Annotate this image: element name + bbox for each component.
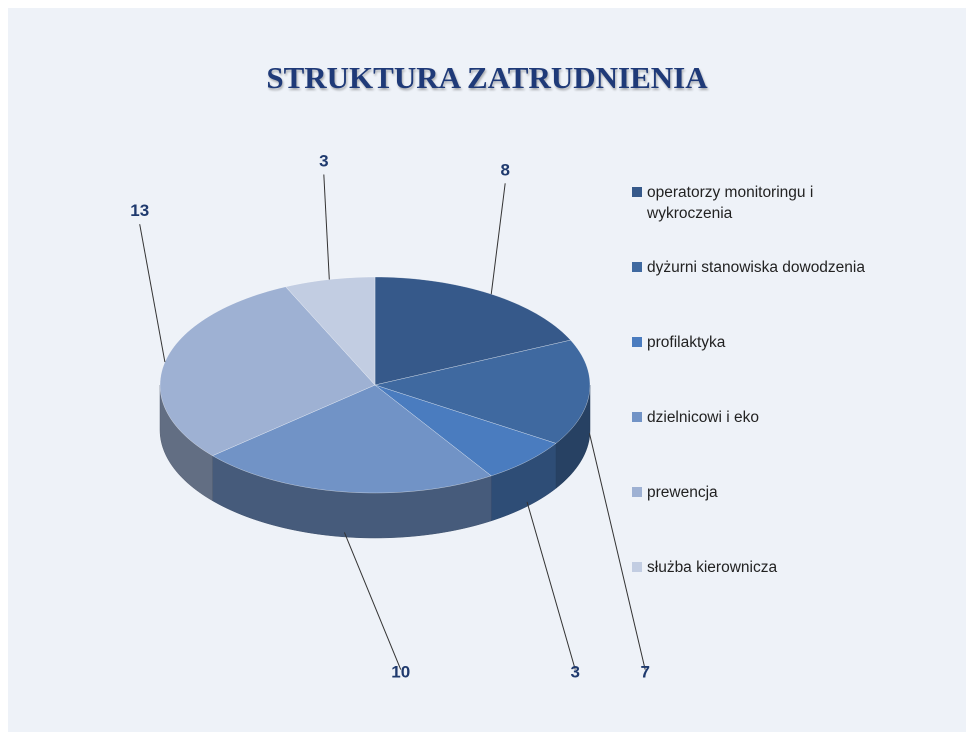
slice (374, 339, 591, 444)
data-label: 3 (319, 151, 328, 170)
legend-label: dyżurni stanowiska dowodzenia (647, 259, 865, 276)
slice (212, 384, 492, 494)
data-label: 3 (571, 663, 580, 682)
leader-line (490, 183, 506, 295)
legend-label: służba kierownicza (647, 559, 778, 576)
data-label: 10 (391, 663, 410, 682)
leader-line (588, 433, 646, 670)
slice (374, 276, 571, 386)
legend-label: profilaktyka (647, 334, 726, 351)
leader-line (526, 501, 576, 670)
legend-swatch (632, 337, 642, 347)
data-label: 13 (130, 201, 149, 220)
legend-item: operatorzy monitoringu i wykroczenia (632, 182, 867, 224)
legend-item: służba kierownicza (632, 557, 867, 578)
chart-title: STRUKTURA ZATRUDNIENIA (266, 60, 708, 95)
data-label: 7 (640, 663, 649, 682)
legend-label: prewencja (647, 484, 718, 501)
leader-line (139, 224, 166, 363)
leader-line (323, 174, 330, 280)
legend-swatch (632, 187, 642, 197)
legend-item: dzielnicowi i eko (632, 407, 867, 428)
slice (285, 276, 376, 386)
legend-item: profilaktyka (632, 332, 867, 353)
legend-swatch (632, 412, 642, 422)
legend-item: prewencja (632, 482, 867, 503)
legend-swatch (632, 562, 642, 572)
legend-item: dyżurni stanowiska dowodzenia (632, 257, 867, 278)
slice (374, 384, 557, 477)
leader-line (343, 532, 402, 670)
data-label: 8 (500, 160, 509, 179)
legend-swatch (632, 487, 642, 497)
legend-swatch (632, 262, 642, 272)
legend-label: dzielnicowi i eko (647, 409, 759, 426)
legend-label: operatorzy monitoringu i wykroczenia (647, 184, 814, 222)
